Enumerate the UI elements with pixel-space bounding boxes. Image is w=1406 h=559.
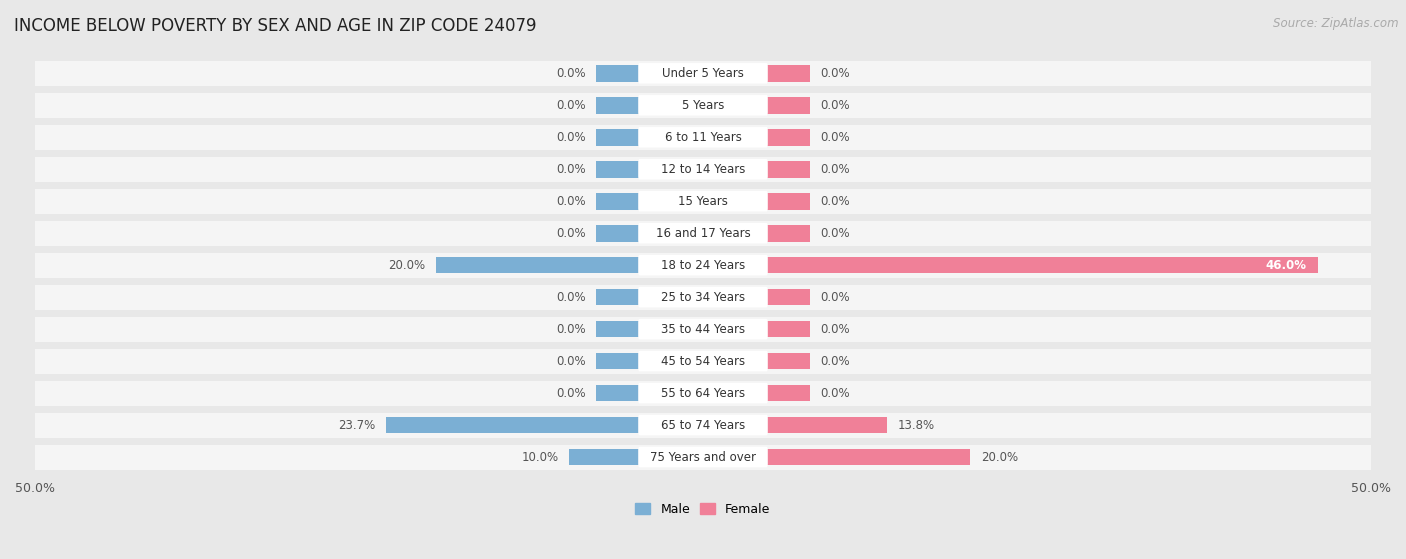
FancyBboxPatch shape — [638, 319, 768, 339]
Bar — [703, 257, 1317, 273]
Bar — [596, 97, 703, 113]
Bar — [436, 257, 703, 273]
Text: 10.0%: 10.0% — [522, 451, 558, 463]
Text: 0.0%: 0.0% — [555, 131, 585, 144]
Bar — [35, 61, 1371, 86]
Bar — [35, 125, 1371, 150]
Text: 0.0%: 0.0% — [821, 163, 851, 176]
Bar — [596, 353, 703, 369]
Text: 15 Years: 15 Years — [678, 195, 728, 208]
Bar — [703, 417, 887, 433]
Text: 0.0%: 0.0% — [555, 354, 585, 368]
Bar — [596, 321, 703, 338]
FancyBboxPatch shape — [638, 383, 768, 404]
Text: Source: ZipAtlas.com: Source: ZipAtlas.com — [1274, 17, 1399, 30]
Text: 0.0%: 0.0% — [821, 131, 851, 144]
Text: 45 to 54 Years: 45 to 54 Years — [661, 354, 745, 368]
FancyBboxPatch shape — [638, 127, 768, 148]
Text: 75 Years and over: 75 Years and over — [650, 451, 756, 463]
Bar — [596, 225, 703, 241]
Text: 5 Years: 5 Years — [682, 99, 724, 112]
Text: 12 to 14 Years: 12 to 14 Years — [661, 163, 745, 176]
Text: 6 to 11 Years: 6 to 11 Years — [665, 131, 741, 144]
Bar — [35, 349, 1371, 373]
Text: 0.0%: 0.0% — [821, 323, 851, 335]
Text: 55 to 64 Years: 55 to 64 Years — [661, 387, 745, 400]
Bar — [35, 316, 1371, 342]
Bar — [569, 449, 703, 465]
Legend: Male, Female: Male, Female — [630, 498, 776, 520]
Text: Under 5 Years: Under 5 Years — [662, 67, 744, 80]
FancyBboxPatch shape — [638, 191, 768, 211]
Bar — [387, 417, 703, 433]
FancyBboxPatch shape — [638, 255, 768, 276]
FancyBboxPatch shape — [638, 287, 768, 307]
Bar — [703, 161, 810, 178]
Bar — [35, 253, 1371, 278]
Text: 0.0%: 0.0% — [555, 67, 585, 80]
Text: 0.0%: 0.0% — [821, 195, 851, 208]
Bar — [703, 385, 810, 401]
FancyBboxPatch shape — [638, 415, 768, 435]
Bar — [596, 129, 703, 145]
Text: 13.8%: 13.8% — [898, 419, 935, 432]
Bar — [703, 193, 810, 210]
Text: 0.0%: 0.0% — [555, 291, 585, 304]
Text: 0.0%: 0.0% — [821, 99, 851, 112]
Bar — [703, 65, 810, 82]
Text: 35 to 44 Years: 35 to 44 Years — [661, 323, 745, 335]
Bar — [703, 225, 810, 241]
Text: 0.0%: 0.0% — [821, 387, 851, 400]
Text: 0.0%: 0.0% — [555, 195, 585, 208]
Text: 0.0%: 0.0% — [555, 227, 585, 240]
Bar — [703, 353, 810, 369]
Bar — [703, 449, 970, 465]
Bar — [596, 385, 703, 401]
Text: INCOME BELOW POVERTY BY SEX AND AGE IN ZIP CODE 24079: INCOME BELOW POVERTY BY SEX AND AGE IN Z… — [14, 17, 537, 35]
Bar — [703, 129, 810, 145]
Text: 0.0%: 0.0% — [821, 354, 851, 368]
Text: 46.0%: 46.0% — [1265, 259, 1306, 272]
Text: 0.0%: 0.0% — [555, 387, 585, 400]
Bar — [35, 221, 1371, 245]
Text: 0.0%: 0.0% — [555, 163, 585, 176]
Text: 65 to 74 Years: 65 to 74 Years — [661, 419, 745, 432]
FancyBboxPatch shape — [638, 447, 768, 467]
Bar — [596, 65, 703, 82]
Text: 0.0%: 0.0% — [821, 291, 851, 304]
Bar — [596, 289, 703, 305]
Bar — [703, 289, 810, 305]
FancyBboxPatch shape — [638, 223, 768, 244]
Bar — [35, 381, 1371, 406]
Text: 0.0%: 0.0% — [555, 99, 585, 112]
Text: 20.0%: 20.0% — [388, 259, 425, 272]
Bar — [35, 285, 1371, 310]
Bar — [35, 444, 1371, 470]
Text: 16 and 17 Years: 16 and 17 Years — [655, 227, 751, 240]
Text: 0.0%: 0.0% — [821, 67, 851, 80]
FancyBboxPatch shape — [638, 95, 768, 116]
Bar — [703, 321, 810, 338]
Bar — [596, 193, 703, 210]
Text: 23.7%: 23.7% — [339, 419, 375, 432]
Bar — [596, 161, 703, 178]
Bar — [35, 157, 1371, 182]
FancyBboxPatch shape — [638, 351, 768, 371]
Bar — [35, 189, 1371, 214]
Text: 18 to 24 Years: 18 to 24 Years — [661, 259, 745, 272]
Bar — [703, 97, 810, 113]
FancyBboxPatch shape — [638, 159, 768, 179]
Bar — [35, 93, 1371, 118]
Text: 20.0%: 20.0% — [981, 451, 1018, 463]
Text: 25 to 34 Years: 25 to 34 Years — [661, 291, 745, 304]
FancyBboxPatch shape — [638, 63, 768, 84]
Text: 0.0%: 0.0% — [555, 323, 585, 335]
Bar — [35, 413, 1371, 438]
Text: 0.0%: 0.0% — [821, 227, 851, 240]
